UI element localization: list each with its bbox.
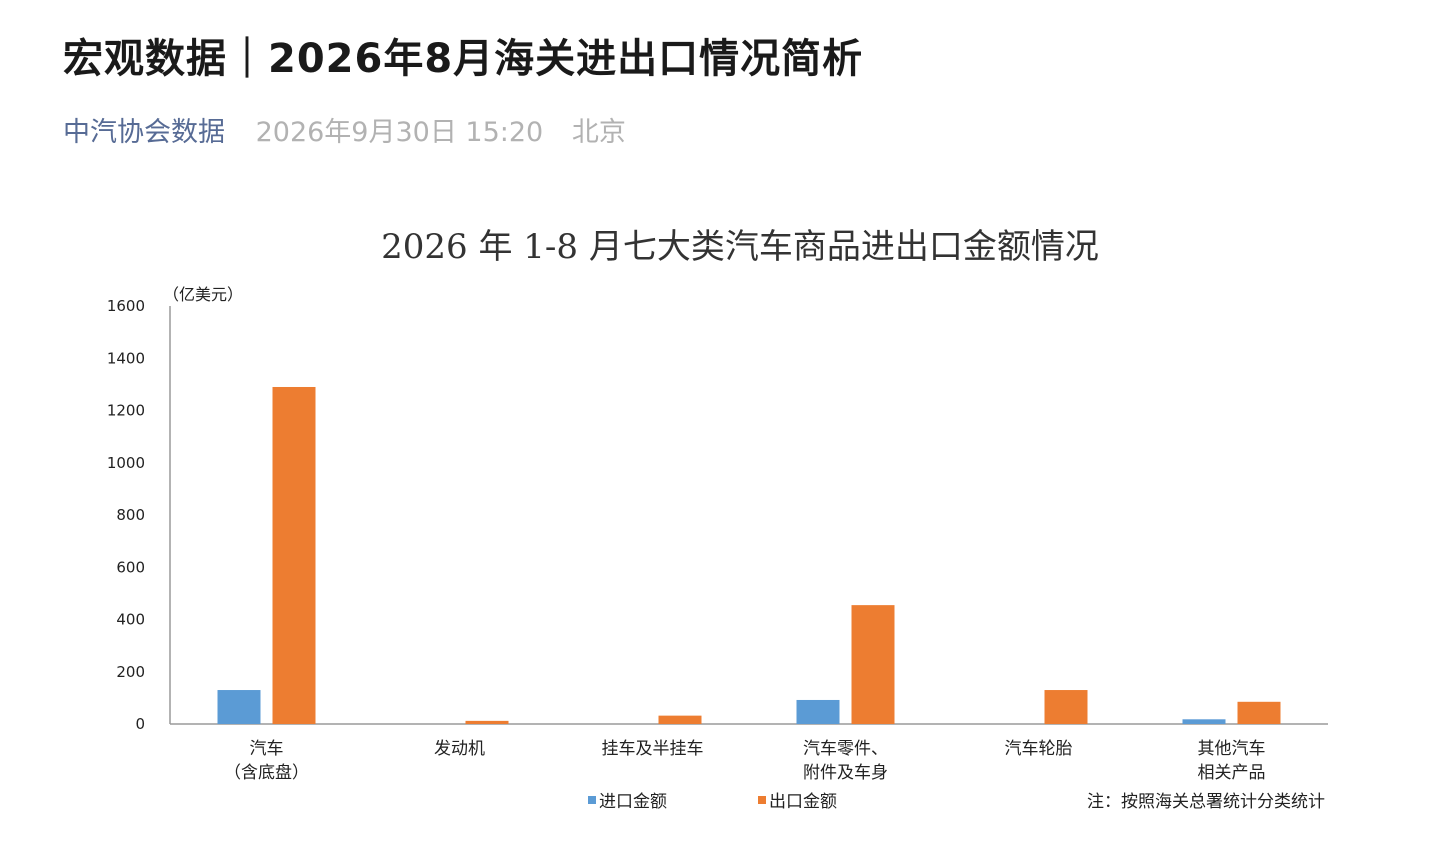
x-category-label: 汽车轮胎 <box>1005 739 1073 759</box>
y-tick-label: 1000 <box>107 454 145 472</box>
legend-swatch <box>758 796 766 804</box>
export-bar <box>272 386 316 724</box>
y-tick-label: 1200 <box>107 402 145 420</box>
chart-note: 注：按照海关总署统计分类统计 <box>1087 792 1325 812</box>
source-link[interactable]: 中汽协会数据 <box>63 117 225 148</box>
x-category-label: 挂车及半挂车 <box>602 739 704 759</box>
x-category-label: 相关产品 <box>1198 763 1266 783</box>
y-tick-label: 0 <box>135 715 145 733</box>
export-bar <box>851 605 895 724</box>
y-tick-label: 800 <box>116 506 145 524</box>
chart-title: 2026 年 1-8 月七大类汽车商品进出口金额情况 <box>381 227 1099 267</box>
y-tick-label: 600 <box>116 558 145 576</box>
y-tick-label: 400 <box>116 611 145 629</box>
export-bar <box>1237 701 1281 724</box>
bar-chart: 2026 年 1-8 月七大类汽车商品进出口金额情况 （亿美元） 0 200 400… <box>107 227 1328 812</box>
y-axis-unit: （亿美元） <box>163 285 243 304</box>
y-tick-label: 200 <box>116 663 145 681</box>
publish-location: 北京 <box>571 117 626 148</box>
x-category-label: 汽车 <box>250 739 284 759</box>
legend-label: 出口金额 <box>769 792 837 812</box>
export-bar <box>1044 690 1088 724</box>
x-category-label: 汽车零件、 <box>803 739 888 759</box>
x-category-label: （含底盘） <box>224 763 309 783</box>
x-category-label: 附件及车身 <box>803 763 888 783</box>
export-bar <box>465 720 509 724</box>
import-bar <box>217 690 261 724</box>
legend-swatch <box>588 796 596 804</box>
x-category-label: 其他汽车 <box>1198 739 1266 759</box>
y-tick-label: 1400 <box>107 349 145 367</box>
article-meta: 中汽协会数据 2026年9月30日 15:20 北京 <box>63 110 626 149</box>
article-title: 宏观数据｜2026年8月海关进出口情况简析 <box>63 36 864 82</box>
publish-time: 2026年9月30日 15:20 <box>255 117 544 148</box>
y-tick-label: 1600 <box>107 297 145 315</box>
legend-label: 进口金额 <box>599 792 667 812</box>
import-bar <box>796 699 840 724</box>
import-bar <box>1182 719 1226 724</box>
x-category-label: 发动机 <box>434 739 485 759</box>
export-bar <box>658 715 702 724</box>
